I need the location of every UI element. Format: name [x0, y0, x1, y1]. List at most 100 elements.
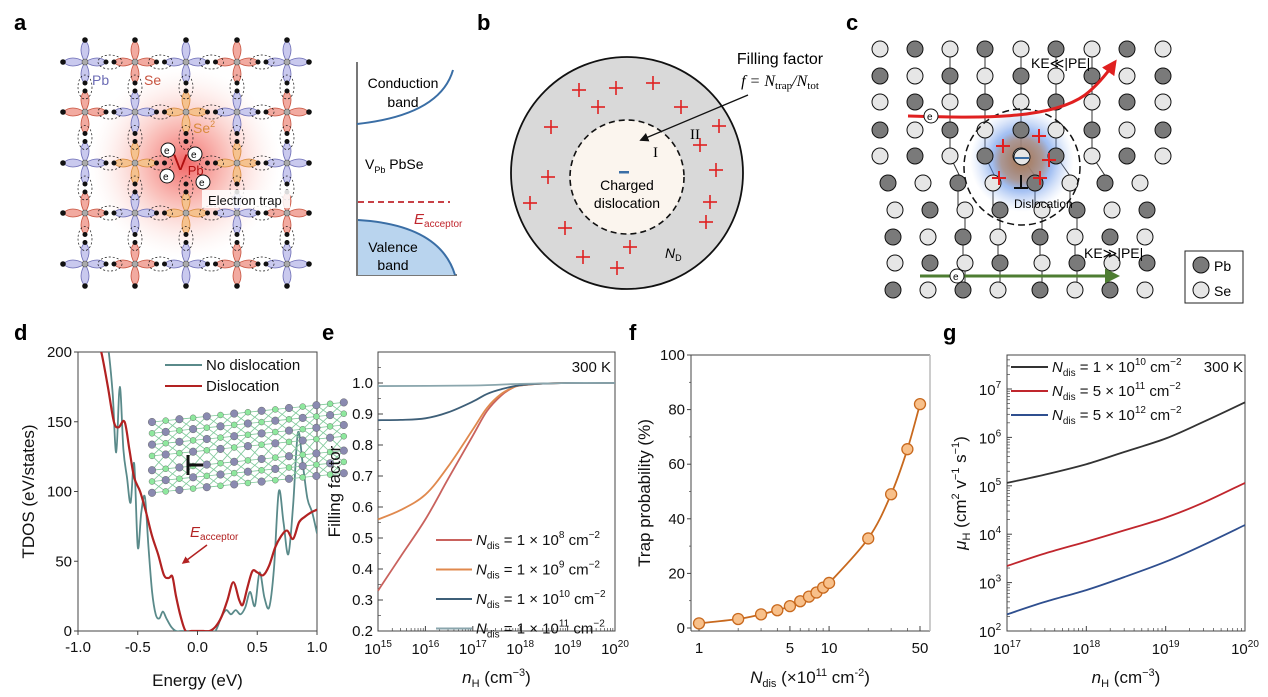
- electron-dot: [284, 181, 290, 187]
- electron-dot: [103, 109, 109, 115]
- inset-pb-atom: [339, 469, 348, 478]
- electron-dot: [103, 160, 109, 166]
- electron-dot: [154, 59, 159, 65]
- series-line: [377, 382, 616, 592]
- bond-pair: [77, 226, 93, 251]
- electron-dot: [234, 283, 240, 289]
- inset-se-atom: [299, 426, 306, 433]
- inset-bond: [165, 452, 180, 470]
- pb-atom: [1118, 147, 1136, 165]
- electron-dot: [284, 232, 290, 237]
- electron-icon: e: [949, 268, 965, 284]
- electron-dot: [255, 59, 261, 65]
- se-atom: [1154, 40, 1172, 58]
- legend-label: Ndis = 1 × 1010 cm−2: [1052, 357, 1182, 379]
- inset-pb-atom: [230, 432, 239, 441]
- atom-core: [233, 159, 241, 167]
- panel-d: d -1.0 -0.5 0.0 0.5 1.0 0 50 100 150 200 Energy (e…: [14, 320, 348, 690]
- electron-dot: [154, 261, 159, 267]
- legend-label: Ndis = 5 × 1012 cm−2: [1052, 405, 1182, 427]
- se-atom: [1066, 228, 1084, 246]
- pb-atom: [1083, 121, 1101, 139]
- electron-dot: [82, 139, 88, 144]
- inset-se-atom: [258, 441, 265, 448]
- electron-trap-label: Electron trap: [208, 193, 282, 208]
- bond-pair: [229, 175, 245, 201]
- se-atom: [1118, 67, 1136, 85]
- inset-se-atom: [230, 444, 238, 451]
- orbital-lobe: [134, 57, 158, 67]
- valence-label-2: band: [377, 257, 408, 273]
- pb-atom: [1138, 201, 1156, 219]
- inset-pb-atom: [147, 466, 156, 475]
- electron-icon: e: [160, 142, 176, 158]
- electron-dot: [263, 261, 269, 267]
- electron-dot: [60, 109, 66, 115]
- panel-label-f: f: [629, 320, 637, 345]
- inset-pb-atom: [230, 409, 239, 418]
- temperature-label: 300 K: [1204, 359, 1243, 376]
- y-tick-label: 200: [47, 344, 72, 361]
- inset-pb-atom: [216, 470, 225, 479]
- inset-se-atom: [313, 413, 320, 420]
- atom-core: [81, 108, 89, 116]
- x-axis-label: nH (cm−3): [462, 667, 531, 690]
- pb-atom: [906, 147, 924, 165]
- inset-se-atom: [162, 417, 169, 424]
- inset-pb-atom: [175, 486, 184, 495]
- inset-se-atom: [176, 449, 183, 457]
- data-point: [884, 488, 898, 501]
- electron-dot: [103, 261, 109, 267]
- inset-se-atom: [313, 461, 320, 468]
- y-tick-label: 0: [677, 620, 685, 637]
- series-line: [377, 382, 616, 387]
- inset-pb-atom: [271, 416, 280, 425]
- electrons: e e e e: [159, 142, 211, 190]
- electron-dot: [263, 210, 269, 216]
- bond-pair: [97, 205, 123, 221]
- chart-d: -1.0 -0.5 0.0 0.5 1.0 0 50 100 150 200 Energy (eV)…: [19, 344, 327, 690]
- x-tick-label: 5: [786, 640, 794, 657]
- bond-pair: [127, 175, 143, 201]
- inset-se-atom: [217, 482, 224, 489]
- inset-se-atom: [258, 418, 265, 426]
- data-point: [862, 532, 875, 545]
- x-axis-label: Energy (eV): [152, 671, 243, 690]
- electron-dot: [263, 59, 269, 65]
- bond-pair: [229, 125, 245, 150]
- pb-atom: [976, 40, 994, 58]
- dislocation-label: Dislocation: [1014, 197, 1073, 211]
- bond-pair: [97, 54, 123, 70]
- pb-atom: [921, 254, 939, 272]
- electron-dot: [132, 283, 138, 289]
- se-atom: [906, 67, 924, 85]
- se2-label: Se2: [193, 119, 215, 136]
- electron-dot: [82, 232, 88, 237]
- electron-dot: [213, 160, 218, 166]
- inset-se-atom: [244, 457, 252, 464]
- se-atom: [989, 281, 1007, 299]
- bond-pair: [148, 155, 173, 171]
- se-atom: [976, 67, 994, 85]
- electron-dot: [234, 139, 240, 144]
- bond-pair: [229, 226, 245, 251]
- inset-se-atom: [148, 452, 156, 460]
- electron-dot: [132, 139, 138, 144]
- inset-se-atom: [203, 472, 211, 480]
- se-atom: [976, 121, 994, 139]
- inset-se-atom: [326, 423, 334, 430]
- inset-pb-atom: [326, 411, 335, 420]
- electron-dot: [132, 88, 138, 94]
- inset-se-atom: [272, 428, 279, 436]
- positive-charges: [992, 129, 1056, 185]
- y-tick-label: 40: [668, 511, 685, 528]
- electron-dot: [183, 88, 189, 94]
- inset-pb-atom: [189, 473, 198, 482]
- inset-pb-atom: [326, 459, 335, 468]
- atom-core: [233, 209, 241, 217]
- se-atom: [941, 147, 959, 165]
- vpb-label: VPb: [173, 150, 204, 178]
- y-tick-label: 104: [979, 525, 1002, 544]
- electron-dot: [132, 240, 138, 245]
- inset-pb-atom: [202, 483, 211, 492]
